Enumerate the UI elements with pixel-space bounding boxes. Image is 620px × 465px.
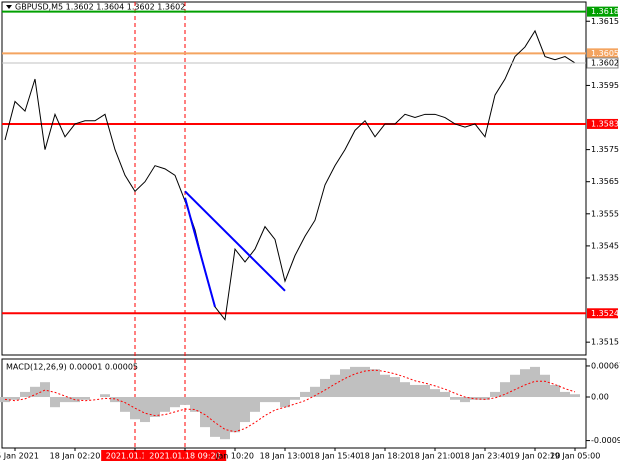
histogram-bar bbox=[420, 384, 430, 398]
level-label-bg bbox=[587, 308, 618, 319]
histogram-bar bbox=[530, 366, 540, 398]
y-tick-label: -0.00094 bbox=[591, 436, 620, 445]
histogram-bar bbox=[40, 382, 50, 398]
histogram-bar bbox=[80, 397, 90, 400]
histogram-bar bbox=[110, 397, 120, 403]
histogram-bar bbox=[460, 397, 470, 403]
y-tick-label: 1.3565 bbox=[591, 177, 619, 186]
x-tick-label: 15 Jan 2021 bbox=[0, 452, 39, 461]
histogram-bar bbox=[270, 397, 280, 403]
histogram-bar bbox=[370, 369, 380, 398]
price-line bbox=[4, 29, 576, 321]
level-label: 1.3605 bbox=[591, 49, 619, 58]
histogram-bar bbox=[520, 369, 530, 398]
x-tick-label: 18 Jan 02:20 bbox=[50, 452, 101, 461]
histogram-bar bbox=[240, 397, 250, 423]
histogram-bar bbox=[540, 374, 550, 398]
histogram-bar bbox=[480, 397, 490, 400]
histogram-bar bbox=[410, 384, 420, 398]
level-label: 1.3583 bbox=[591, 119, 619, 128]
histogram-bar bbox=[230, 397, 240, 433]
histogram-bar bbox=[30, 386, 40, 398]
histogram-bar bbox=[340, 369, 350, 398]
x-tick-label: Jan 10:20 bbox=[215, 452, 254, 461]
histogram-bar bbox=[510, 374, 520, 398]
histogram-bar bbox=[280, 397, 290, 408]
histogram-bar bbox=[300, 391, 310, 398]
y-tick-label: 1.3555 bbox=[591, 209, 619, 218]
current-price-label: 1.3602 bbox=[591, 58, 619, 67]
histogram-bar bbox=[220, 397, 230, 440]
y-tick-label: 1.3575 bbox=[591, 145, 619, 154]
y-tick-label: 1.3545 bbox=[591, 241, 619, 250]
histogram-bar bbox=[100, 394, 110, 398]
histogram-bar bbox=[330, 374, 340, 398]
histogram-bar bbox=[210, 397, 220, 437]
histogram-bar bbox=[560, 391, 570, 398]
x-tick-label: 2021.01.18 06 bbox=[106, 452, 165, 461]
histogram-bar bbox=[400, 382, 410, 398]
trendline bbox=[184, 197, 216, 308]
histogram-bar bbox=[200, 397, 210, 428]
y-tick-label: 0.00 bbox=[591, 393, 609, 402]
histogram-bar bbox=[180, 397, 190, 405]
x-tick-label: 18 Jan 15:40 bbox=[310, 452, 361, 461]
x-tick-label: 18 Jan 18:20 bbox=[360, 452, 411, 461]
histogram-bar bbox=[10, 397, 20, 400]
histogram-bar bbox=[120, 397, 130, 412]
macd-title: MACD(12,26,9) 0.00001 0.00005 bbox=[6, 363, 138, 372]
price-frame bbox=[1, 1, 587, 356]
histogram-bar bbox=[570, 394, 580, 398]
chart-title: GBPUSD,M5 1.3602 1.3604 1.3602 1.3602 bbox=[15, 3, 185, 12]
histogram-bar bbox=[380, 374, 390, 398]
histogram-bar bbox=[360, 366, 370, 398]
x-tick-label: 18 Jan 23:40 bbox=[460, 452, 511, 461]
level-label-bg bbox=[587, 118, 618, 129]
histogram-bar bbox=[20, 391, 30, 398]
histogram-bar bbox=[320, 378, 330, 398]
y-tick-label: 1.3615 bbox=[591, 17, 619, 26]
histogram-bar bbox=[140, 397, 150, 423]
x-tick-label: 19 Jan 02:20 bbox=[510, 452, 561, 461]
histogram-bar bbox=[190, 397, 200, 412]
histogram-bar bbox=[490, 391, 500, 398]
trendline bbox=[184, 190, 286, 292]
histogram-bar bbox=[250, 397, 260, 412]
y-tick-label: 1.3515 bbox=[591, 338, 619, 347]
level-label-bg bbox=[587, 6, 618, 17]
histogram-bar bbox=[310, 386, 320, 398]
histogram-bar bbox=[150, 397, 160, 417]
histogram-bar bbox=[550, 384, 560, 398]
y-tick-label: 0.00067 bbox=[591, 361, 620, 370]
collapse-icon bbox=[6, 5, 12, 9]
level-label-bg bbox=[587, 48, 618, 59]
histogram-bar bbox=[160, 397, 170, 412]
histogram-bar bbox=[60, 397, 70, 403]
histogram-bar bbox=[260, 397, 270, 403]
histogram-bar bbox=[450, 397, 460, 400]
macd-frame bbox=[1, 358, 587, 449]
histogram-bar bbox=[430, 389, 440, 398]
x-tick-label: 18 Jan 21:00 bbox=[410, 452, 461, 461]
signal-line bbox=[4, 369, 576, 433]
marker-label-bg bbox=[101, 450, 169, 461]
histogram-bar bbox=[470, 397, 480, 400]
y-tick-label: 1.3595 bbox=[591, 81, 619, 90]
histogram-bar bbox=[170, 397, 180, 408]
level-label: 1.3618 bbox=[591, 7, 619, 16]
x-tick-label: 2021.01.18 09:20 bbox=[149, 452, 220, 461]
level-label: 1.3524 bbox=[591, 309, 619, 318]
histogram-bar bbox=[350, 366, 360, 398]
x-tick-label: 19 Jan 05:00 bbox=[550, 452, 601, 461]
current-price-bg bbox=[586, 57, 619, 69]
histogram-bar bbox=[50, 397, 60, 408]
x-tick-label: 18 Jan 13:00 bbox=[260, 452, 311, 461]
y-tick-label: 1.3535 bbox=[591, 273, 619, 282]
histogram-bar bbox=[440, 391, 450, 398]
histogram-bar bbox=[390, 377, 400, 398]
histogram-bar bbox=[500, 382, 510, 398]
marker-label-bg bbox=[143, 450, 227, 461]
histogram-bar bbox=[290, 397, 300, 400]
